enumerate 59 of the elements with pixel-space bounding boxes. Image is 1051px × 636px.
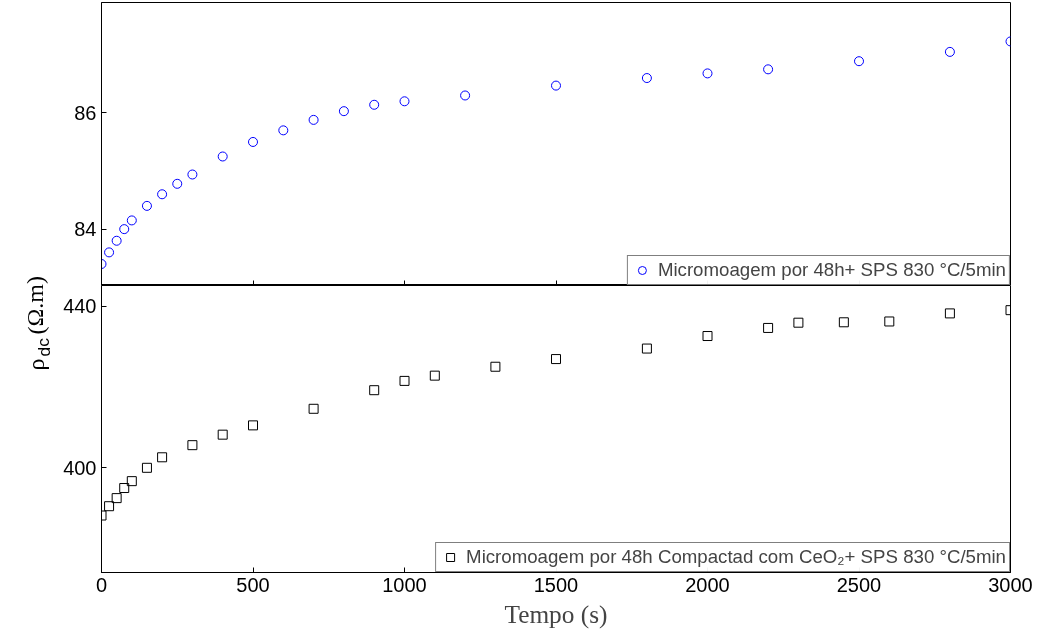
point [278,125,289,136]
point [369,385,380,396]
point [217,429,228,440]
x-tick-label: 1000 [382,573,427,596]
y-tick-label: 440 [63,295,97,318]
point [126,215,137,226]
point [111,235,122,246]
x-tick-label: 1500 [533,573,579,596]
point [126,476,137,487]
point [641,343,652,354]
point [429,370,440,381]
point [551,354,561,365]
point [187,169,198,180]
point [399,96,410,107]
x-axis-title: Tempo (s) [504,599,608,629]
point [763,322,774,333]
point [884,316,895,327]
point [702,68,713,79]
point [838,317,849,328]
point [172,178,183,189]
point [308,114,319,125]
y-tick-label: 84 [74,218,97,241]
x-tick-label: 0 [95,573,108,596]
point [338,106,349,117]
x-tick-label: 2000 [685,573,730,596]
point [119,483,130,494]
point [460,90,471,101]
point [119,224,130,235]
point [854,56,864,67]
point [641,73,652,84]
point [111,493,122,504]
point [369,99,380,110]
point [157,452,168,463]
legend-label: Micromoagem por 48h Compactad com CeO₂+ SPS 830 °C/5min [466,546,1006,568]
legend-label: Micromoagem por 48h+ SPS 830 °C/5min [657,259,1006,281]
point [944,308,955,319]
point [793,317,804,328]
point [248,420,258,431]
point [702,331,713,342]
point [187,440,198,451]
point [944,46,955,57]
point [157,189,168,200]
point [399,375,410,386]
x-tick-label: 500 [236,573,270,596]
x-tick-label: 3000 [988,573,1033,596]
point [551,80,561,91]
point [763,64,774,75]
point [308,403,319,414]
y-tick-label: 400 [63,456,97,479]
point [490,361,501,372]
point [141,462,152,473]
point [248,136,258,147]
point [104,247,115,258]
y-tick-label: 86 [74,101,97,124]
point [104,501,115,512]
point [141,200,152,211]
y-axis-title: ρdc(Ω.m) [22,276,54,371]
point [217,151,228,162]
x-tick-label: 2500 [836,573,882,596]
